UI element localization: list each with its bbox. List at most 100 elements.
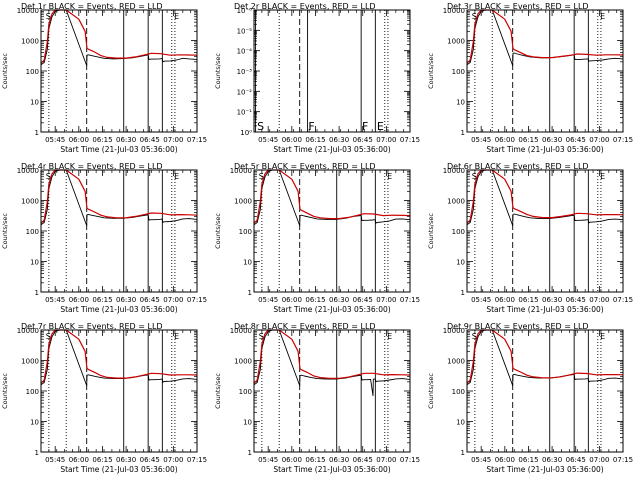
x-tick-label: 06:15 bbox=[92, 296, 112, 304]
y-tick-label: 10 bbox=[456, 99, 465, 107]
flag-label: E bbox=[600, 172, 605, 181]
y-axis-label: Counts/sec bbox=[1, 213, 9, 249]
chart-title: Det 6r BLACK = Events, RED = LLD bbox=[447, 162, 589, 171]
y-tick-label: 10⁻¹ bbox=[237, 109, 253, 117]
x-tick-label: 06:00 bbox=[495, 456, 515, 464]
x-axis-label: Start Time (21-Jul-03 05:36:00) bbox=[60, 145, 177, 154]
flag-label: S bbox=[472, 12, 477, 21]
y-tick-label: 1 bbox=[35, 289, 39, 297]
x-tick-label: 05:45 bbox=[258, 136, 278, 144]
chart-title: Det 8r BLACK = Events, RED = LLD bbox=[234, 322, 376, 331]
y-axis-label: Counts/sec bbox=[1, 53, 9, 89]
x-tick-label: 06:30 bbox=[116, 296, 136, 304]
chart-panel-7: Det 7r BLACK = Events, RED = LLD Counts/s… bbox=[1, 322, 207, 474]
flag-label: S bbox=[46, 12, 51, 21]
x-tick-label: 07:15 bbox=[400, 456, 420, 464]
x-axis-label: Start Time (21-Jul-03 05:36:00) bbox=[273, 305, 390, 314]
x-tick-label: 07:15 bbox=[400, 296, 420, 304]
flag-label: E bbox=[174, 172, 179, 181]
x-tick-label: 07:00 bbox=[376, 296, 396, 304]
y-tick-label: 10000 bbox=[230, 327, 252, 335]
y-tick-label: 10⁻⁴ bbox=[237, 48, 253, 56]
y-tick-label: 10⁻² bbox=[237, 88, 253, 96]
y-tick-label: 10⁻³ bbox=[237, 68, 253, 76]
x-tick-label: 07:00 bbox=[376, 136, 396, 144]
chart-title: Det 9r BLACK = Events, RED = LLD bbox=[447, 322, 589, 331]
series-lld-line bbox=[466, 329, 624, 384]
x-tick-label: 06:00 bbox=[282, 136, 302, 144]
x-tick-label: 05:45 bbox=[471, 456, 491, 464]
chart-title: Det 3r BLACK = Events, RED = LLD bbox=[447, 2, 589, 11]
y-tick-label: 100 bbox=[26, 228, 39, 236]
series-lld-line bbox=[40, 169, 198, 224]
y-tick-label: 10⁰ bbox=[240, 129, 252, 137]
x-tick-label: 06:00 bbox=[69, 456, 89, 464]
plot-frame bbox=[40, 169, 198, 293]
series-events-line bbox=[253, 169, 411, 227]
x-tick-label: 06:30 bbox=[542, 136, 562, 144]
flag-label: E bbox=[387, 172, 392, 181]
x-axis-label: Start Time (21-Jul-03 05:36:00) bbox=[60, 465, 177, 474]
y-tick-label: 100 bbox=[239, 228, 252, 236]
x-axis-label: Start Time (21-Jul-03 05:36:00) bbox=[486, 145, 603, 154]
y-tick-label: 100 bbox=[26, 388, 39, 396]
x-tick-label: 05:45 bbox=[258, 296, 278, 304]
x-tick-label: 07:15 bbox=[187, 136, 207, 144]
x-tick-label: 07:00 bbox=[589, 136, 609, 144]
flag-label: E bbox=[174, 12, 179, 21]
y-tick-label: 100 bbox=[239, 388, 252, 396]
x-tick-label: 06:30 bbox=[329, 296, 349, 304]
y-tick-label: 100 bbox=[26, 68, 39, 76]
y-tick-label: 100 bbox=[452, 228, 465, 236]
y-tick-label: 1 bbox=[461, 449, 465, 457]
series-lld-line bbox=[40, 9, 198, 64]
x-axis-label: Start Time (21-Jul-03 05:36:00) bbox=[273, 465, 390, 474]
y-tick-label: 10 bbox=[243, 419, 252, 427]
plot-frame bbox=[466, 9, 624, 133]
y-tick-label: 10⁻⁶ bbox=[237, 7, 253, 15]
x-tick-label: 06:45 bbox=[140, 136, 160, 144]
y-tick-label: 10 bbox=[456, 259, 465, 267]
x-tick-label: 06:15 bbox=[92, 136, 112, 144]
x-tick-label: 06:30 bbox=[329, 456, 349, 464]
x-tick-label: 07:15 bbox=[613, 296, 633, 304]
chart-panel-8: Det 8r BLACK = Events, RED = LLD Counts/s… bbox=[214, 322, 420, 474]
y-tick-label: 10000 bbox=[17, 7, 39, 15]
chart-title: Det 2r BLACK = Events, RED = LLD bbox=[234, 2, 376, 11]
flag-label: E bbox=[600, 332, 605, 341]
y-axis-label: Counts/sec bbox=[214, 213, 222, 249]
x-tick-label: 06:15 bbox=[305, 456, 325, 464]
flag-label: S bbox=[259, 332, 264, 341]
x-tick-label: 05:45 bbox=[45, 296, 65, 304]
y-tick-label: 1000 bbox=[234, 198, 252, 206]
series-lld-line bbox=[40, 329, 198, 384]
x-tick-label: 06:45 bbox=[353, 136, 373, 144]
flag-label: E bbox=[377, 120, 384, 133]
x-tick-label: 06:15 bbox=[92, 456, 112, 464]
y-tick-label: 10 bbox=[243, 259, 252, 267]
plot-frame bbox=[253, 9, 411, 133]
x-tick-label: 05:45 bbox=[45, 456, 65, 464]
x-tick-label: 05:45 bbox=[471, 296, 491, 304]
x-tick-label: 06:00 bbox=[495, 136, 515, 144]
y-axis-label: Counts/sec bbox=[214, 53, 222, 89]
y-tick-label: 100 bbox=[452, 388, 465, 396]
x-tick-label: 07:00 bbox=[589, 456, 609, 464]
y-tick-label: 1 bbox=[35, 449, 39, 457]
plot-frame bbox=[253, 169, 411, 293]
chart-panel-4: Det 4r BLACK = Events, RED = LLD Counts/s… bbox=[1, 162, 207, 314]
y-tick-label: 10 bbox=[456, 419, 465, 427]
x-tick-label: 06:30 bbox=[329, 136, 349, 144]
x-tick-label: 06:15 bbox=[518, 296, 538, 304]
flag-label: S bbox=[46, 172, 51, 181]
x-tick-label: 06:15 bbox=[518, 456, 538, 464]
plot-frame bbox=[466, 169, 624, 293]
x-tick-label: 07:15 bbox=[187, 456, 207, 464]
flag-label: E bbox=[387, 332, 392, 341]
plot-frame bbox=[40, 9, 198, 133]
x-tick-label: 06:15 bbox=[305, 296, 325, 304]
x-tick-label: 05:45 bbox=[45, 136, 65, 144]
x-tick-label: 07:00 bbox=[376, 456, 396, 464]
y-tick-label: 10 bbox=[30, 259, 39, 267]
chart-title: Det 1r BLACK = Events, RED = LLD bbox=[21, 2, 163, 11]
